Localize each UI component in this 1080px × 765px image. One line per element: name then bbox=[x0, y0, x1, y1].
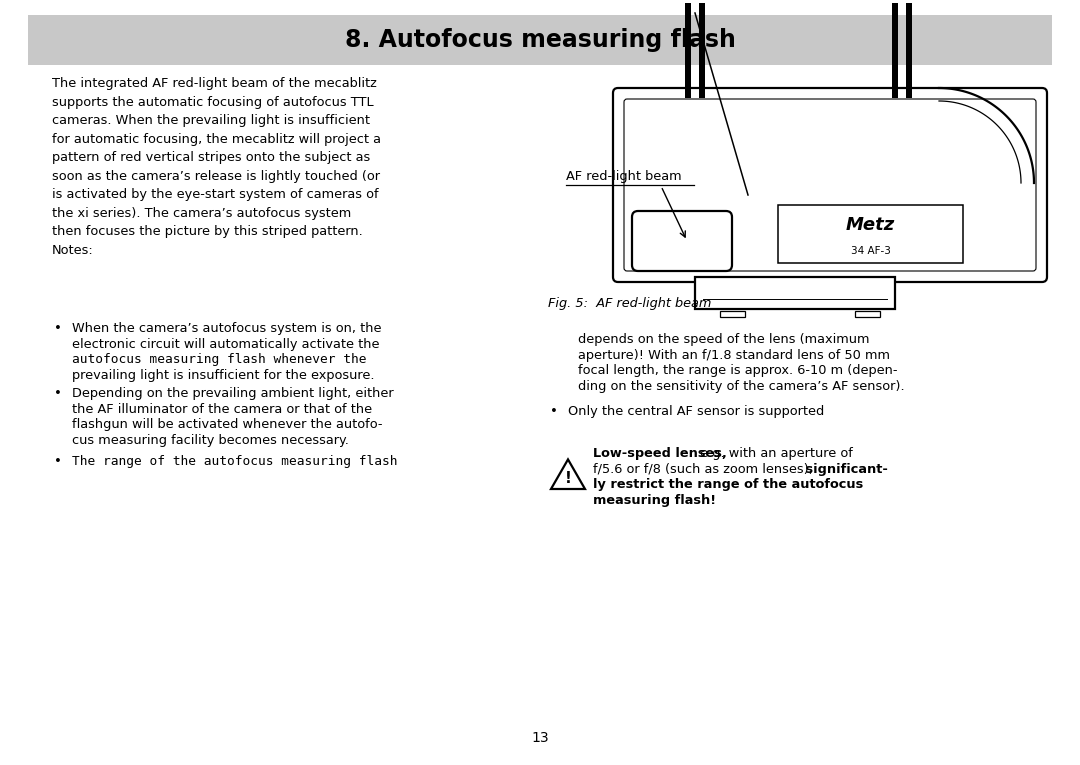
Text: AF red-light beam: AF red-light beam bbox=[566, 170, 681, 183]
Text: Metz: Metz bbox=[846, 216, 895, 234]
Text: significant-: significant- bbox=[801, 463, 888, 476]
FancyBboxPatch shape bbox=[28, 15, 1052, 65]
Text: •: • bbox=[54, 455, 62, 468]
Text: ding on the sensitivity of the camera’s AF sensor).: ding on the sensitivity of the camera’s … bbox=[578, 379, 905, 392]
Text: 8. Autofocus measuring flash: 8. Autofocus measuring flash bbox=[345, 28, 735, 52]
Text: depends on the speed of the lens (maximum: depends on the speed of the lens (maximu… bbox=[578, 333, 869, 346]
Bar bbox=[696, 277, 895, 309]
Bar bbox=[855, 311, 880, 317]
Text: 34 AF-3: 34 AF-3 bbox=[851, 246, 890, 256]
Text: The range of the autofocus measuring flash: The range of the autofocus measuring fla… bbox=[72, 455, 397, 468]
Bar bbox=[892, 3, 897, 98]
Text: Low-speed lenses,: Low-speed lenses, bbox=[593, 447, 727, 460]
Text: focal length, the range is approx. 6-10 m (depen-: focal length, the range is approx. 6-10 … bbox=[578, 364, 897, 377]
Text: aperture)! With an f/1.8 standard lens of 50 mm: aperture)! With an f/1.8 standard lens o… bbox=[578, 349, 890, 362]
Text: e.g. with an aperture of: e.g. with an aperture of bbox=[696, 447, 853, 460]
Text: ly restrict the range of the autofocus: ly restrict the range of the autofocus bbox=[593, 478, 863, 491]
FancyBboxPatch shape bbox=[624, 99, 1036, 271]
Bar bbox=[685, 3, 691, 98]
Bar bbox=[720, 311, 745, 317]
Bar bbox=[906, 3, 912, 98]
Text: Only the central AF sensor is supported: Only the central AF sensor is supported bbox=[568, 405, 824, 418]
Text: •: • bbox=[54, 322, 62, 335]
Text: The integrated AF red-light beam of the mecablitz
supports the automatic focusin: The integrated AF red-light beam of the … bbox=[52, 77, 381, 256]
Text: Depending on the prevailing ambient light, either: Depending on the prevailing ambient ligh… bbox=[72, 387, 393, 400]
FancyBboxPatch shape bbox=[613, 88, 1047, 282]
Text: autofocus measuring flash whenever the: autofocus measuring flash whenever the bbox=[72, 353, 366, 366]
Text: •: • bbox=[550, 405, 558, 418]
FancyBboxPatch shape bbox=[632, 211, 732, 271]
Text: f/5.6 or f/8 (such as zoom lenses),: f/5.6 or f/8 (such as zoom lenses), bbox=[593, 463, 813, 476]
Text: !: ! bbox=[565, 471, 571, 487]
Text: measuring flash!: measuring flash! bbox=[593, 493, 716, 506]
Text: prevailing light is insufficient for the exposure.: prevailing light is insufficient for the… bbox=[72, 369, 375, 382]
Text: When the camera’s autofocus system is on, the: When the camera’s autofocus system is on… bbox=[72, 322, 381, 335]
FancyBboxPatch shape bbox=[778, 205, 963, 263]
Text: electronic circuit will automatically activate the: electronic circuit will automatically ac… bbox=[72, 337, 379, 350]
Text: the AF illuminator of the camera or that of the: the AF illuminator of the camera or that… bbox=[72, 402, 373, 415]
Bar bbox=[699, 3, 705, 98]
Text: flashgun will be activated whenever the autofo-: flashgun will be activated whenever the … bbox=[72, 418, 382, 431]
Text: cus measuring facility becomes necessary.: cus measuring facility becomes necessary… bbox=[72, 434, 349, 447]
Text: 13: 13 bbox=[531, 731, 549, 745]
Text: •: • bbox=[54, 387, 62, 400]
Polygon shape bbox=[551, 460, 585, 489]
Text: Fig. 5:  AF red-light beam: Fig. 5: AF red-light beam bbox=[548, 297, 712, 310]
